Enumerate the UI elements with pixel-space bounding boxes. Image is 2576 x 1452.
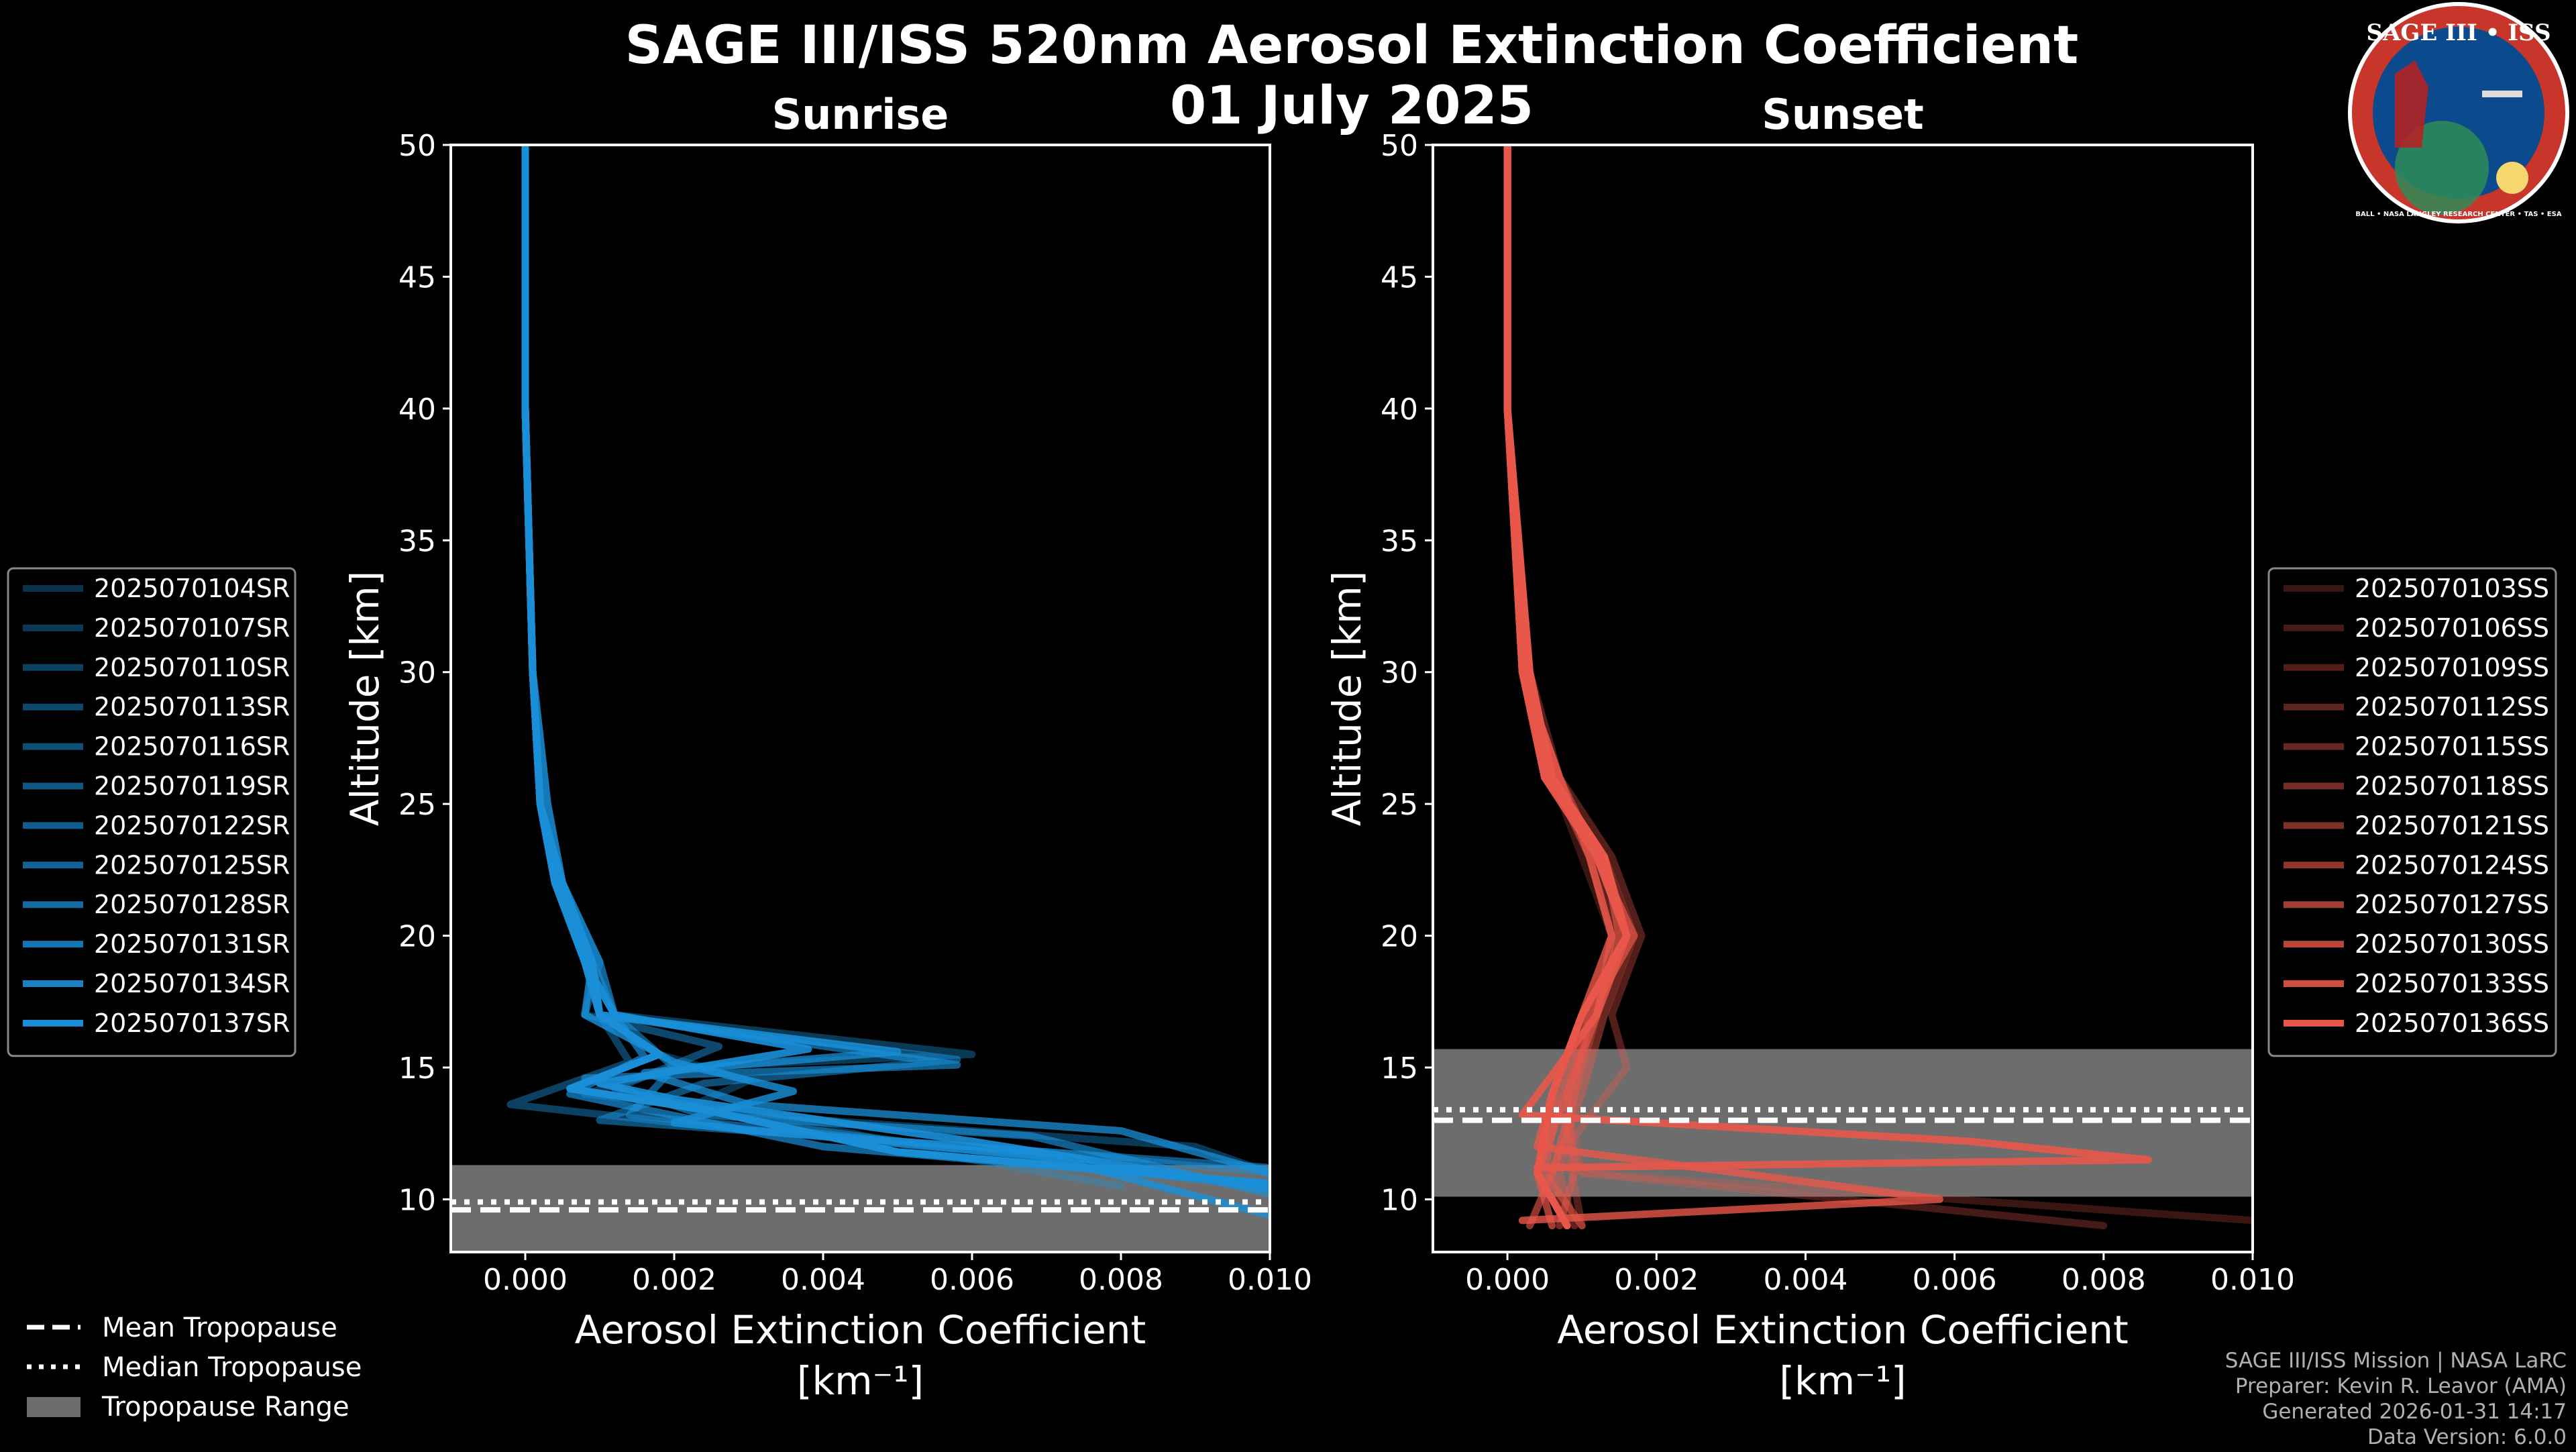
sunrise-xtick-label: 0.004 bbox=[781, 1263, 865, 1297]
sunset-ytick-label: 35 bbox=[1381, 524, 1418, 558]
figure-title-line2: 01 July 2025 bbox=[1170, 76, 1534, 136]
sunrise-xtick-label: 0.010 bbox=[1228, 1263, 1312, 1297]
legend-label-2025070107SR: 2025070107SR bbox=[94, 613, 290, 643]
sunset-xtick-label: 0.002 bbox=[1614, 1263, 1699, 1297]
sunrise-xlabel: Aerosol Extinction Coefficient bbox=[575, 1307, 1146, 1353]
legend-label-2025070110SR: 2025070110SR bbox=[94, 653, 290, 682]
sunrise-ytick-label: 45 bbox=[398, 260, 436, 295]
footer-line1: SAGE III/ISS Mission | NASA LaRC bbox=[2225, 1349, 2567, 1373]
sunrise-legend-frame bbox=[7, 567, 297, 1057]
sunrise-xtick-label: 0.002 bbox=[632, 1263, 716, 1297]
sunset-ytick-label: 45 bbox=[1381, 260, 1418, 295]
logo-ring-text: BALL • NASA LANGLEY RESEARCH CENTER • TA… bbox=[2355, 211, 2561, 218]
sunset-panel-title: Sunset bbox=[1762, 90, 1924, 139]
sunrise-ytick-label: 50 bbox=[398, 129, 436, 163]
legend-label-2025070134SR: 2025070134SR bbox=[94, 969, 290, 998]
legend-label-2025070124SS: 2025070124SS bbox=[2355, 850, 2549, 880]
legend-label-2025070104SR: 2025070104SR bbox=[94, 574, 290, 603]
sunrise-ytick-label: 15 bbox=[398, 1051, 436, 1086]
footer-line3: Generated 2026-01-31 14:17 bbox=[2262, 1400, 2567, 1424]
legend-label-2025070125SR: 2025070125SR bbox=[94, 850, 290, 880]
sunrise-axes-frame bbox=[449, 144, 1271, 1253]
sunrise-ytick-label: 35 bbox=[398, 524, 436, 558]
sunrise-ytick-label: 40 bbox=[398, 393, 436, 427]
sunrise-xtick-label: 0.000 bbox=[483, 1263, 568, 1297]
sunrise-ylabel: Altitude [km] bbox=[342, 571, 388, 826]
sunset-ytick-label: 15 bbox=[1381, 1051, 1418, 1086]
legend-label-2025070115SS: 2025070115SS bbox=[2355, 732, 2549, 762]
footer-line2: Preparer: Kevin R. Leavor (AMA) bbox=[2235, 1374, 2567, 1398]
logo-station-icon bbox=[2482, 91, 2522, 97]
sunset-xtick-label: 0.010 bbox=[2210, 1263, 2295, 1297]
legend-label-2025070127SS: 2025070127SS bbox=[2355, 890, 2549, 919]
legend-label-2025070106SS: 2025070106SS bbox=[2355, 613, 2549, 643]
sunrise-panel-title: Sunrise bbox=[772, 90, 949, 139]
legend-label-2025070130SS: 2025070130SS bbox=[2355, 929, 2549, 959]
footer-credits: SAGE III/ISS Mission | NASA LaRC Prepare… bbox=[2225, 1349, 2567, 1449]
sunset-xtick-label: 0.000 bbox=[1465, 1263, 1550, 1297]
series-line-2025070136SS bbox=[1503, 145, 1631, 1230]
figure-title-line1: SAGE III/ISS 520nm Aerosol Extinction Co… bbox=[625, 15, 2079, 76]
legend-tropopause-range-label: Tropopause Range bbox=[101, 1392, 350, 1422]
legend-label-2025070116SR: 2025070116SR bbox=[94, 732, 290, 762]
legend-label-2025070136SS: 2025070136SS bbox=[2355, 1008, 2549, 1038]
logo-sun-icon bbox=[2496, 162, 2528, 194]
sunset-ytick-label: 10 bbox=[1381, 1183, 1418, 1217]
sunset-ytick-label: 25 bbox=[1381, 788, 1418, 822]
sunrise-legend: 2025070104SR 2025070107SR 2025070110SR 2025… bbox=[7, 567, 297, 1057]
legend-label-2025070119SR: 2025070119SR bbox=[94, 772, 290, 801]
sunset-xtick-label: 0.008 bbox=[2061, 1263, 2146, 1297]
sunset-series-group bbox=[1503, 145, 2253, 1230]
legend-label-2025070128SR: 2025070128SR bbox=[94, 890, 290, 919]
sunrise-ytick-label: 25 bbox=[398, 788, 436, 822]
legend-mean-tropopause-label: Mean Tropopause bbox=[102, 1312, 337, 1343]
series-line-2025070137SR bbox=[521, 145, 1270, 1188]
sunset-xtick-label: 0.004 bbox=[1763, 1263, 1847, 1297]
sunrise-xunit: [km⁻¹] bbox=[797, 1358, 924, 1404]
sunset-xlabel: Aerosol Extinction Coefficient bbox=[1557, 1307, 2129, 1353]
sunset-ytick-label: 20 bbox=[1381, 920, 1418, 954]
legend-label-2025070133SS: 2025070133SS bbox=[2355, 969, 2549, 998]
sunset-ytick-label: 30 bbox=[1381, 656, 1418, 690]
sunset-legend-frame bbox=[2267, 567, 2557, 1057]
sunrise-ytick-label: 20 bbox=[398, 920, 436, 954]
logo-title: SAGE III • ISS bbox=[2366, 19, 2551, 46]
logo-figure-icon bbox=[2395, 60, 2428, 148]
legend-label-2025070121SS: 2025070121SS bbox=[2355, 811, 2549, 840]
sunrise-series-group bbox=[506, 145, 1270, 1219]
footer-line4: Data Version: 6.0.0 bbox=[2367, 1425, 2567, 1449]
sunset-axes-frame bbox=[1432, 144, 2254, 1253]
sunrise-xtick-label: 0.006 bbox=[930, 1263, 1014, 1297]
sunrise-ytick-label: 30 bbox=[398, 656, 436, 690]
tropopause-legend: Mean Tropopause Median Tropopause Tropop… bbox=[27, 1312, 362, 1422]
sunset-panel: Sunset 10 15 20 25 30 35 40 45 50 0.000 0.002 0.004 0… bbox=[1324, 90, 2557, 1404]
legend-label-2025070112SS: 2025070112SS bbox=[2355, 692, 2549, 722]
legend-label-2025070131SR: 2025070131SR bbox=[94, 929, 290, 959]
sunset-ytick-label: 50 bbox=[1381, 129, 1418, 163]
sunset-ylabel: Altitude [km] bbox=[1324, 571, 1370, 826]
sage-iii-iss-logo: SAGE III • ISS BALL • NASA LANGLEY RESEA… bbox=[2348, 2, 2569, 223]
legend-label-2025070137SR: 2025070137SR bbox=[94, 1008, 290, 1038]
sunrise-ytick-label: 10 bbox=[398, 1183, 436, 1217]
sunrise-panel: Sunrise 10 15 20 25 30 35 40 45 50 0.000 0.002 0.004… bbox=[7, 90, 1312, 1404]
sunset-xunit: [km⁻¹] bbox=[1779, 1358, 1906, 1404]
legend-label-2025070118SS: 2025070118SS bbox=[2355, 772, 2549, 801]
legend-label-2025070113SR: 2025070113SR bbox=[94, 692, 290, 722]
legend-tropopause-range-swatch bbox=[27, 1397, 80, 1417]
sunset-legend: 2025070103SS 2025070106SS 2025070109SS 2025… bbox=[2267, 567, 2557, 1057]
sunset-ytick-label: 40 bbox=[1381, 393, 1418, 427]
sunrise-xtick-label: 0.008 bbox=[1079, 1263, 1163, 1297]
legend-label-2025070109SS: 2025070109SS bbox=[2355, 653, 2549, 682]
legend-label-2025070122SR: 2025070122SR bbox=[94, 811, 290, 840]
legend-median-tropopause-label: Median Tropopause bbox=[102, 1352, 362, 1383]
legend-label-2025070103SS: 2025070103SS bbox=[2355, 574, 2549, 603]
sunset-xtick-label: 0.006 bbox=[1913, 1263, 1997, 1297]
